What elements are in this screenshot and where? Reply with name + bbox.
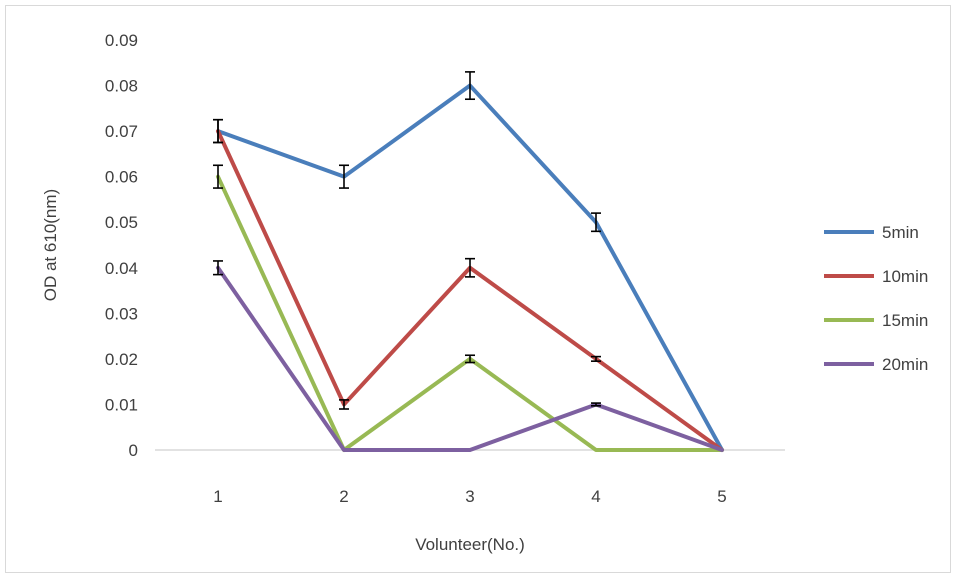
y-tick-label: 0 — [129, 441, 138, 460]
y-tick-label: 0.05 — [105, 213, 138, 232]
y-tick-label: 0.09 — [105, 31, 138, 50]
x-tick-label: 1 — [213, 487, 222, 506]
legend-label-20min: 20min — [882, 355, 928, 374]
y-tick-label: 0.06 — [105, 168, 138, 187]
error-bar-5min — [339, 164, 349, 189]
y-axis-title: OD at 610(nm) — [41, 189, 60, 301]
x-tick-label: 3 — [465, 487, 474, 506]
legend-label-5min: 5min — [882, 223, 919, 242]
x-axis-title: Volunteer(No.) — [415, 535, 525, 554]
error-bar-20min — [591, 402, 601, 407]
series-line-10min — [216, 129, 724, 452]
error-bar-10min — [591, 355, 601, 362]
chart-frame — [5, 5, 951, 573]
error-bar-10min — [465, 257, 475, 278]
error-bar-15min — [213, 164, 223, 189]
error-bar-5min — [465, 71, 475, 101]
x-tick-label: 4 — [591, 487, 600, 506]
error-bars — [213, 71, 601, 410]
error-bar-10min — [213, 118, 223, 144]
y-tick-label: 0.02 — [105, 350, 138, 369]
y-tick-label: 0.01 — [105, 395, 138, 414]
x-axis-ticks: 1 2 3 4 5 — [213, 487, 726, 506]
x-tick-label: 2 — [339, 487, 348, 506]
legend-label-15min: 15min — [882, 311, 928, 330]
error-bar-15min — [465, 354, 475, 364]
legend: 5min 10min 15min 20min — [824, 223, 928, 374]
legend-label-10min: 10min — [882, 267, 928, 286]
x-tick-label: 5 — [717, 487, 726, 506]
error-bar-5min — [591, 212, 601, 233]
y-tick-label: 0.07 — [105, 122, 138, 141]
y-axis-ticks: 0 0.01 0.02 0.03 0.04 0.05 0.06 0.07 0.08 0.09 — [105, 31, 138, 460]
y-tick-label: 0.03 — [105, 304, 138, 323]
y-tick-label: 0.08 — [105, 77, 138, 96]
series-line-20min — [216, 265, 724, 452]
y-tick-label: 0.04 — [105, 259, 138, 278]
error-bar-20min — [213, 260, 223, 276]
error-bar-10min — [339, 399, 349, 410]
